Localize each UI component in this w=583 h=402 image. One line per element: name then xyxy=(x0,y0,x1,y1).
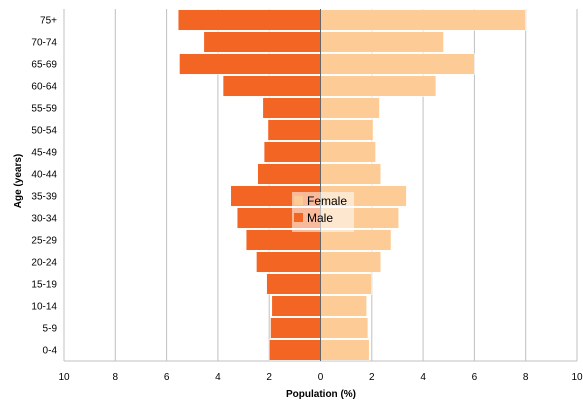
female-bar-65-69 xyxy=(320,53,475,75)
legend-label-male: Male xyxy=(307,211,333,225)
y-tick-label: 10-14 xyxy=(31,302,57,313)
x-tick-label: 6 xyxy=(472,372,478,383)
y-tick-label: 70-74 xyxy=(31,38,57,49)
male-bar-55-59 xyxy=(262,97,321,119)
legend-swatch-male xyxy=(294,213,303,222)
y-tick-label: 50-54 xyxy=(31,126,57,137)
female-bar-55-59 xyxy=(320,97,380,119)
x-tick-labels: 10 8 6 4 2 0 2 4 6 8 10 xyxy=(58,372,583,383)
male-bar-15-19 xyxy=(266,273,321,295)
x-tick-label: 10 xyxy=(58,372,70,383)
male-bar-0-4 xyxy=(268,339,321,361)
male-bar-10-14 xyxy=(271,295,321,317)
female-bar-25-29 xyxy=(320,229,392,251)
y-tick-label: 65-69 xyxy=(31,60,57,71)
female-bar-15-19 xyxy=(320,273,373,295)
male-bar-20-24 xyxy=(256,251,321,273)
x-tick-label: 2 xyxy=(266,372,272,383)
y-tick-label: 5-9 xyxy=(43,324,58,335)
x-tick-label: 0 xyxy=(318,372,324,383)
x-tick-label: 8 xyxy=(113,372,119,383)
x-tick-label: 4 xyxy=(215,372,221,383)
male-bar-25-29 xyxy=(245,229,321,251)
male-bar-75+ xyxy=(177,9,321,31)
male-bar-40-44 xyxy=(257,163,321,185)
x-tick-label: 8 xyxy=(523,372,529,383)
x-tick-label: 4 xyxy=(420,372,426,383)
y-tick-label: 15-19 xyxy=(31,280,57,291)
male-bar-70-74 xyxy=(203,31,321,53)
y-tick-label: 45-49 xyxy=(31,148,57,159)
female-bar-10-14 xyxy=(320,295,367,317)
y-tick-label: 60-64 xyxy=(31,82,57,93)
male-bar-45-49 xyxy=(263,141,321,163)
y-tick-label: 25-29 xyxy=(31,236,57,247)
female-bar-5-9 xyxy=(320,317,369,339)
y-tick-label: 40-44 xyxy=(31,170,57,181)
female-bar-50-54 xyxy=(320,119,374,141)
y-tick-label: 30-34 xyxy=(31,214,57,225)
legend-swatch-female xyxy=(294,196,303,205)
female-bar-40-44 xyxy=(320,163,382,185)
y-tick-label: 0-4 xyxy=(43,346,58,357)
y-tick-label: 55-59 xyxy=(31,104,57,115)
male-bar-50-54 xyxy=(267,119,321,141)
female-bar-0-4 xyxy=(320,339,370,361)
y-tick-label: 75+ xyxy=(40,16,57,27)
legend-label-female: Female xyxy=(307,194,347,208)
y-tick-labels: 0-4 5-9 10-14 15-19 20-24 25-29 30-34 35-39 40-4… xyxy=(31,16,57,357)
male-bar-65-69 xyxy=(179,53,321,75)
y-tick-label: 35-39 xyxy=(31,192,57,203)
male-bar-60-64 xyxy=(222,75,321,97)
x-tick-label: 2 xyxy=(369,372,375,383)
y-tick-label: 20-24 xyxy=(31,258,57,269)
male-bar-5-9 xyxy=(270,317,321,339)
x-axis-title: Population (%) xyxy=(286,389,356,400)
x-tick-label: 10 xyxy=(571,372,583,383)
female-bar-60-64 xyxy=(320,75,437,97)
female-bar-20-24 xyxy=(320,251,382,273)
female-bar-45-49 xyxy=(320,141,376,163)
female-bar-75+ xyxy=(320,9,526,31)
legend: Female Male xyxy=(292,192,354,232)
female-bar-70-74 xyxy=(320,31,444,53)
x-tick-label: 6 xyxy=(164,372,170,383)
bars xyxy=(177,9,526,361)
y-axis-title: Age (years) xyxy=(13,154,24,208)
